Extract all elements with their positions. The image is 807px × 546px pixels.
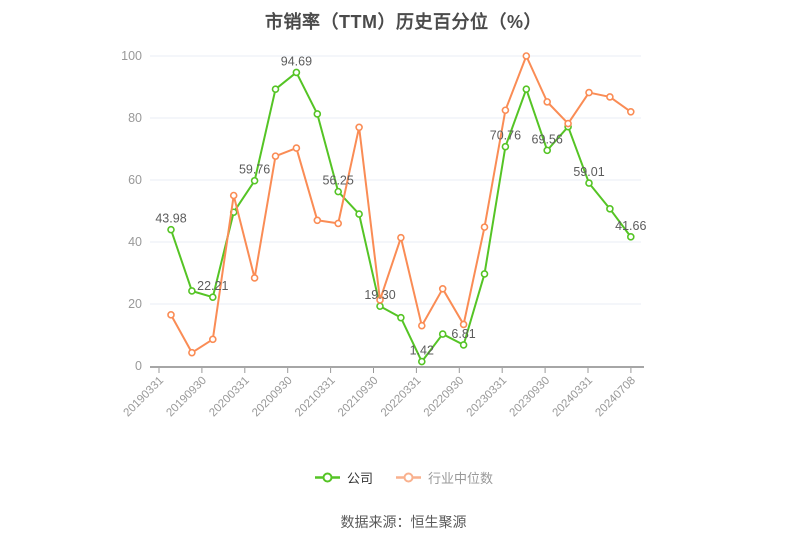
industry-median-data-point[interactable] bbox=[271, 152, 280, 160]
industry-median-data-point[interactable] bbox=[480, 223, 489, 231]
legend-label-industry-median: 行业中位数 bbox=[428, 471, 494, 486]
legend-item-company[interactable]: 公司 bbox=[314, 468, 373, 487]
industry-median-data-point[interactable] bbox=[438, 285, 447, 293]
industry-median-data-point[interactable] bbox=[564, 119, 572, 128]
x-axis-label: 20240708 bbox=[593, 375, 638, 420]
data-point-label: 56.25 bbox=[323, 174, 354, 188]
y-axis-label: 40 bbox=[128, 235, 142, 249]
x-axis-label: 20190331 bbox=[121, 375, 166, 420]
company-data-point[interactable] bbox=[417, 357, 426, 366]
company-data-point[interactable] bbox=[397, 313, 405, 322]
industry-median-data-point[interactable] bbox=[167, 311, 175, 319]
company-data-point[interactable] bbox=[292, 68, 301, 77]
data-point-label: 69.56 bbox=[532, 132, 563, 146]
industry-median-data-point[interactable] bbox=[397, 233, 405, 242]
industry-median-data-point[interactable] bbox=[313, 216, 322, 225]
legend-label-company: 公司 bbox=[346, 471, 373, 486]
company-data-point[interactable] bbox=[188, 287, 196, 295]
percentile-line-chart[interactable]: 0 20 40 60 80 100 2019033120190930202003312020… bbox=[0, 0, 807, 445]
y-axis-label: 100 bbox=[121, 49, 142, 63]
x-axis-label: 20220930 bbox=[422, 375, 467, 420]
industry-median-data-point[interactable] bbox=[229, 191, 238, 200]
industry-median-data-point[interactable] bbox=[376, 296, 384, 304]
industry-median-data-point[interactable] bbox=[606, 93, 614, 101]
industry-median-data-point[interactable] bbox=[334, 219, 343, 228]
company-data-point[interactable] bbox=[522, 85, 531, 93]
data-point-label: 41.66 bbox=[615, 219, 646, 233]
y-axis-label: 80 bbox=[128, 111, 142, 125]
data-point-label: 19.30 bbox=[364, 288, 395, 302]
x-axis-label: 20190930 bbox=[164, 375, 209, 420]
data-source: 数据来源：恒生聚源 bbox=[340, 514, 467, 530]
company-data-point[interactable] bbox=[543, 146, 552, 155]
x-axis-label: 20220331 bbox=[379, 375, 424, 420]
data-point-label: 1.42 bbox=[410, 344, 434, 358]
x-axis-label: 20210930 bbox=[336, 375, 381, 420]
company-data-point[interactable] bbox=[480, 270, 489, 278]
company-data-point[interactable] bbox=[376, 302, 384, 310]
x-axis-label: 20240331 bbox=[550, 375, 595, 420]
industry-median-data-point[interactable] bbox=[292, 144, 301, 152]
industry-median-data-point[interactable] bbox=[209, 335, 217, 344]
company-data-point[interactable] bbox=[271, 85, 280, 93]
company-data-point[interactable] bbox=[334, 187, 343, 196]
x-axis-label: 20230331 bbox=[465, 375, 510, 420]
company-data-point[interactable] bbox=[585, 179, 593, 187]
company-data-point[interactable] bbox=[501, 142, 510, 151]
legend-item-industry-median[interactable]: 行业中位数 bbox=[395, 468, 493, 487]
company-data-point[interactable] bbox=[459, 341, 468, 349]
y-axis-label: 20 bbox=[128, 297, 142, 311]
x-axis-label: 20230930 bbox=[508, 375, 553, 420]
x-axis-label: 20210331 bbox=[293, 375, 338, 420]
company-data-point[interactable] bbox=[606, 205, 614, 213]
company-data-point[interactable] bbox=[313, 110, 322, 118]
company-data-point[interactable] bbox=[209, 293, 217, 301]
industry-median-data-point[interactable] bbox=[188, 348, 196, 357]
industry-median-data-point[interactable] bbox=[585, 88, 593, 97]
industry-median-data-point[interactable] bbox=[626, 108, 635, 116]
industry-median-data-point[interactable] bbox=[501, 106, 510, 115]
industry-median-data-point[interactable] bbox=[522, 52, 531, 60]
data-point-label: 94.69 bbox=[281, 54, 312, 68]
industry-median-data-point[interactable] bbox=[459, 320, 468, 329]
y-axis-label: 0 bbox=[135, 359, 142, 373]
industry-median-data-point[interactable] bbox=[417, 321, 426, 330]
company-data-point[interactable] bbox=[250, 176, 259, 185]
data-point-label: 59.76 bbox=[239, 163, 270, 177]
x-axis-label: 20200331 bbox=[207, 375, 252, 420]
company-data-point[interactable] bbox=[626, 233, 635, 241]
industry-median-data-point[interactable] bbox=[543, 98, 552, 106]
industry-median-data-point[interactable] bbox=[355, 123, 363, 132]
data-point-label: 22.21 bbox=[197, 279, 228, 293]
industry-median-series-marker-icon bbox=[396, 472, 421, 483]
legend: 公司 行业中位数 bbox=[0, 468, 807, 487]
industry-median-data-point[interactable] bbox=[250, 274, 259, 282]
company-data-point[interactable] bbox=[355, 210, 363, 218]
y-axis-label: 60 bbox=[128, 173, 142, 187]
data-point-label: 43.98 bbox=[155, 212, 186, 226]
data-point-label: 6.81 bbox=[451, 327, 475, 341]
data-point-label: 59.01 bbox=[573, 165, 604, 179]
company-data-point[interactable] bbox=[167, 225, 175, 234]
x-axis-label: 20200930 bbox=[250, 375, 295, 420]
chart-title: 市销率（TTM）历史百分位（%） bbox=[265, 12, 542, 32]
company-series-marker-icon bbox=[314, 472, 340, 483]
company-data-point[interactable] bbox=[438, 330, 447, 338]
data-point-label: 70.76 bbox=[490, 129, 521, 143]
